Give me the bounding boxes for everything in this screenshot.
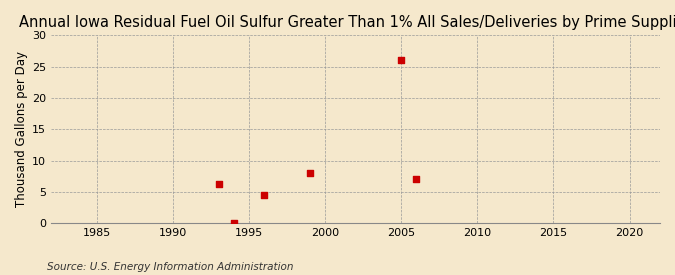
Y-axis label: Thousand Gallons per Day: Thousand Gallons per Day — [15, 51, 28, 207]
Text: Source: U.S. Energy Information Administration: Source: U.S. Energy Information Administ… — [47, 262, 294, 272]
Title: Annual Iowa Residual Fuel Oil Sulfur Greater Than 1% All Sales/Deliveries by Pri: Annual Iowa Residual Fuel Oil Sulfur Gre… — [19, 15, 675, 30]
Point — [228, 220, 239, 225]
Point — [396, 58, 406, 63]
Point — [259, 193, 269, 197]
Point — [304, 171, 315, 175]
Point — [411, 177, 422, 182]
Point — [213, 182, 224, 186]
